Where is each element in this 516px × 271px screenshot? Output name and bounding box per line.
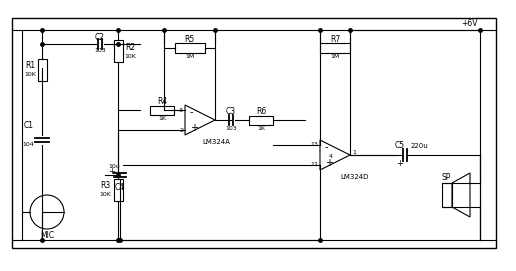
Text: C5: C5: [395, 141, 405, 150]
Bar: [114, 40, 122, 62]
Text: 1M: 1M: [185, 53, 194, 59]
Text: SP: SP: [442, 173, 452, 182]
Text: R4: R4: [157, 98, 167, 107]
Text: C3: C3: [226, 107, 236, 115]
Bar: [320, 43, 350, 53]
Text: +: +: [190, 123, 198, 133]
Text: R6: R6: [256, 108, 266, 117]
Text: R2: R2: [125, 43, 135, 51]
Text: -: -: [325, 142, 329, 152]
Text: 10K: 10K: [99, 192, 111, 198]
Circle shape: [30, 195, 64, 229]
Text: 10K: 10K: [24, 73, 36, 78]
Text: R1: R1: [25, 62, 35, 70]
Text: 2: 2: [179, 127, 183, 133]
Text: 1K: 1K: [158, 117, 166, 121]
Bar: [12, 18, 496, 248]
Bar: [249, 115, 273, 124]
Text: 13: 13: [310, 143, 318, 147]
Text: 220u: 220u: [410, 143, 428, 149]
Bar: [174, 43, 204, 53]
Text: +: +: [108, 167, 116, 176]
Bar: [442, 183, 452, 207]
Text: 12: 12: [310, 163, 318, 167]
Text: 1K: 1K: [257, 127, 265, 131]
Text: 10K: 10K: [124, 53, 136, 59]
Text: 1: 1: [352, 150, 356, 156]
Text: 10u: 10u: [108, 163, 120, 169]
Text: +: +: [325, 158, 333, 168]
Text: LM324A: LM324A: [202, 139, 230, 145]
Bar: [38, 59, 46, 81]
Text: +: +: [397, 160, 404, 169]
Text: 3: 3: [179, 108, 183, 112]
Text: 103: 103: [94, 49, 106, 53]
Text: C4: C4: [115, 183, 125, 192]
Bar: [150, 105, 174, 115]
Text: 103: 103: [225, 127, 237, 131]
Bar: [114, 179, 122, 201]
Text: C2: C2: [95, 34, 105, 43]
Text: C1: C1: [24, 121, 34, 130]
Text: R5: R5: [184, 36, 195, 44]
Text: LM324D: LM324D: [340, 174, 368, 180]
Text: +6V: +6V: [461, 20, 478, 28]
Text: 4: 4: [329, 154, 333, 160]
Text: R3: R3: [100, 182, 110, 191]
Text: -: -: [190, 107, 194, 117]
Text: R7: R7: [330, 36, 340, 44]
Text: MIC: MIC: [40, 231, 54, 240]
Text: 1M: 1M: [330, 53, 340, 59]
Text: 104: 104: [22, 141, 34, 147]
